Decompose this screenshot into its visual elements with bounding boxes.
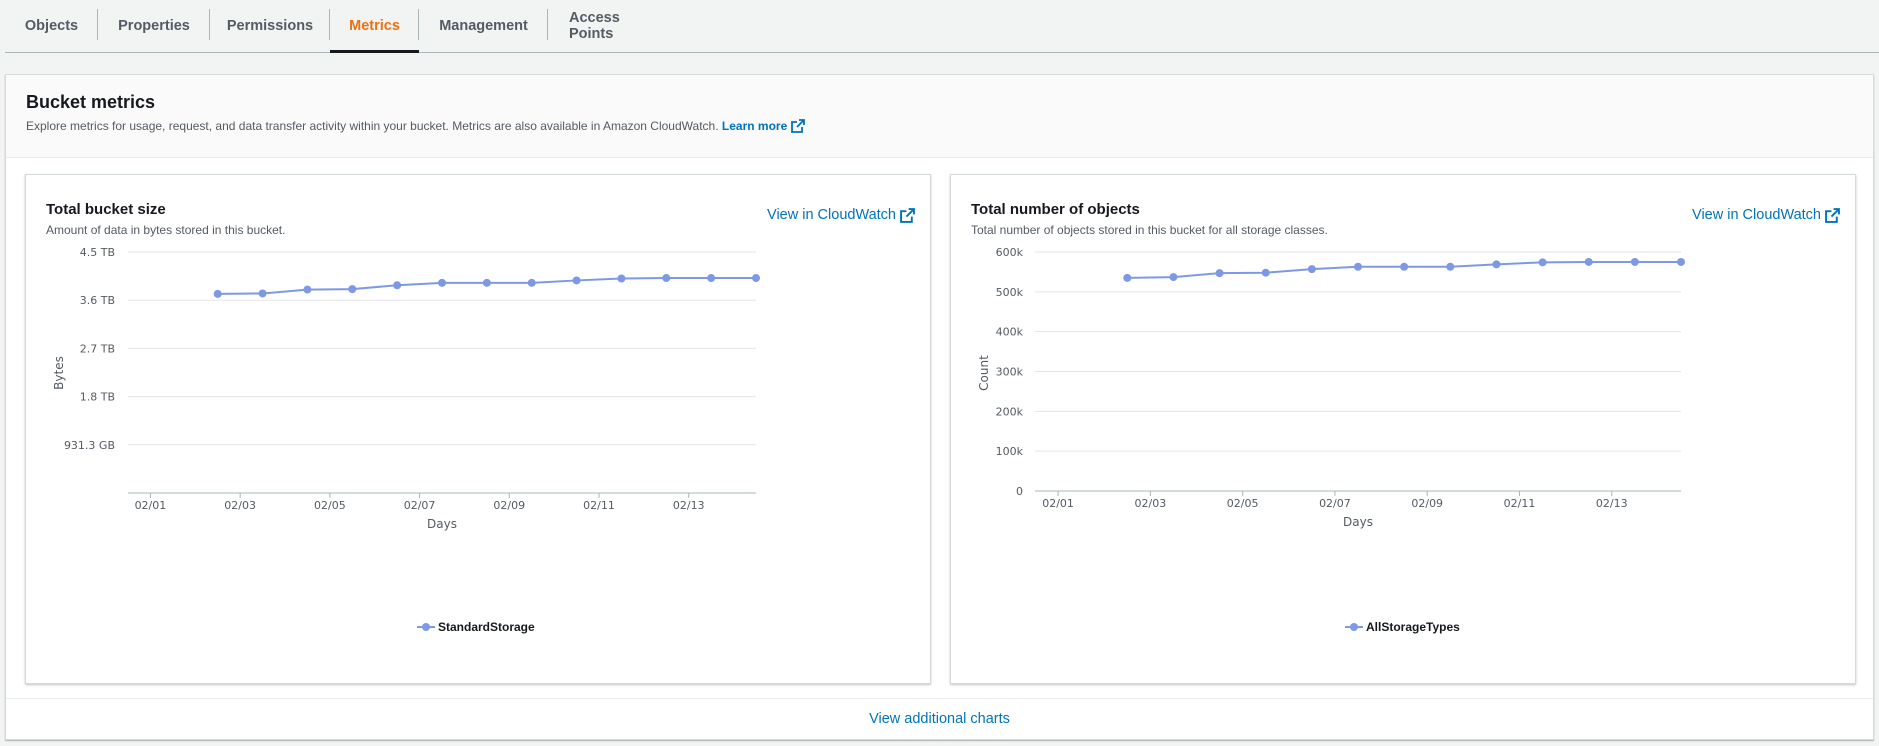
tab-metrics[interactable]: Metrics — [330, 0, 419, 53]
description-text: Explore metrics for usage, request, and … — [26, 119, 719, 133]
panel-title: Total number of objects — [971, 201, 1140, 218]
x-tick-label: 02/03 — [224, 499, 256, 512]
tab-label: Management — [439, 18, 528, 34]
x-tick-label: 02/09 — [1411, 497, 1443, 510]
page-title: Bucket metrics — [26, 92, 156, 112]
y-axis-title: Bytes — [52, 356, 66, 390]
data-point — [1400, 262, 1409, 271]
data-point — [258, 289, 267, 298]
link-label: View in CloudWatch — [767, 207, 896, 223]
y-tick-label: 2.7 TB — [80, 342, 115, 355]
data-point — [1169, 273, 1178, 282]
chart-panel-object-count: 0 100k 200k 300k 400k 500k 600k 02/01 02/03 02/05… — [950, 174, 1856, 684]
data-point — [348, 285, 357, 294]
x-tick-label: 02/09 — [493, 499, 525, 512]
data-point — [1446, 262, 1455, 271]
data-point — [1215, 269, 1224, 278]
object-count-chart: 0 100k 200k 300k 400k 500k 600k 02/01 02/03 02/05… — [977, 246, 1685, 529]
panel-description: Total number of objects stored in this b… — [971, 223, 1328, 237]
container-header: Bucket metrics Explore metrics for usage… — [6, 75, 1873, 158]
tab-bar: Objects Properties Permissions Metrics M… — [5, 0, 1879, 53]
data-point — [1307, 265, 1316, 274]
x-tick-label: 02/05 — [314, 499, 346, 512]
y-tick-label: 100k — [996, 445, 1024, 458]
tab-label: Properties — [118, 18, 190, 34]
page-description: Explore metrics for usage, request, and … — [26, 119, 806, 133]
y-tick-label: 931.3 GB — [64, 439, 115, 452]
tab-label: Permissions — [226, 18, 314, 34]
legend-label: AllStorageTypes — [1366, 620, 1460, 634]
tab-properties[interactable]: Properties — [98, 0, 210, 52]
view-in-cloudwatch-link[interactable]: View in CloudWatch — [767, 207, 915, 223]
data-point — [527, 278, 536, 287]
data-point — [393, 281, 402, 290]
y-tick-label: 300k — [996, 366, 1024, 379]
legend-label: StandardStorage — [438, 620, 535, 634]
legend-marker — [417, 622, 435, 632]
x-tick-label: 02/07 — [404, 499, 436, 512]
external-link-icon — [791, 119, 806, 133]
external-link-icon — [900, 207, 915, 223]
x-tick-label: 02/01 — [135, 499, 167, 512]
x-axis-title: Days — [1343, 515, 1373, 529]
tab-permissions[interactable]: Permissions — [210, 0, 330, 52]
y-tick-label: 0 — [1016, 485, 1023, 498]
chart-legend[interactable]: StandardStorage — [417, 620, 535, 634]
x-axis-title: Days — [427, 517, 457, 531]
y-tick-label: 4.5 TB — [80, 246, 115, 259]
panel-description: Amount of data in bytes stored in this b… — [46, 223, 286, 237]
tab-label: Objects — [24, 18, 79, 34]
data-point — [482, 278, 491, 287]
panel-title: Total bucket size — [46, 201, 166, 218]
tab-label: Access Points — [569, 10, 620, 42]
learn-more-link[interactable]: Learn more — [721, 119, 806, 133]
x-tick-label: 02/01 — [1042, 497, 1074, 510]
x-tick-label: 02/13 — [673, 499, 705, 512]
tab-access-points[interactable]: Access Points — [548, 0, 678, 52]
data-point — [1354, 262, 1362, 271]
bucket-size-chart: 931.3 GB 1.8 TB 2.7 TB 3.6 TB 4.5 TB 02/01 02/… — [52, 246, 760, 531]
legend-marker — [1345, 622, 1363, 632]
data-point — [1538, 258, 1547, 267]
y-tick-label: 3.6 TB — [80, 294, 115, 307]
x-tick-label: 02/05 — [1227, 497, 1259, 510]
data-point — [438, 278, 446, 287]
y-tick-label: 500k — [996, 286, 1024, 299]
x-tick-label: 02/11 — [583, 499, 615, 512]
tab-label: Metrics — [349, 18, 400, 34]
y-tick-label: 600k — [996, 246, 1024, 259]
y-tick-label: 1.8 TB — [80, 391, 115, 404]
x-tick-label: 02/11 — [1504, 497, 1536, 510]
data-point — [707, 274, 716, 283]
data-point — [1261, 268, 1270, 277]
x-tick-label: 02/03 — [1135, 497, 1167, 510]
view-in-cloudwatch-link[interactable]: View in CloudWatch — [1692, 207, 1840, 223]
tab-objects[interactable]: Objects — [5, 0, 98, 52]
external-link-icon — [1825, 207, 1840, 223]
chart-legend[interactable]: AllStorageTypes — [1345, 620, 1460, 634]
data-point — [1492, 260, 1501, 269]
data-point — [303, 285, 312, 294]
data-point — [752, 274, 760, 283]
bucket-metrics-container: Bucket metrics Explore metrics for usage… — [5, 74, 1874, 740]
container-footer: View additional charts — [6, 698, 1873, 739]
view-additional-charts-link[interactable]: View additional charts — [869, 711, 1010, 727]
data-point — [1630, 257, 1639, 266]
y-tick-label: 200k — [996, 405, 1024, 418]
data-point — [572, 276, 581, 285]
tab-management[interactable]: Management — [419, 0, 548, 52]
x-tick-label: 02/13 — [1596, 497, 1628, 510]
data-point — [662, 274, 671, 283]
y-tick-label: 400k — [996, 326, 1024, 339]
learn-more-label: Learn more — [721, 119, 788, 133]
data-point — [213, 289, 222, 298]
y-axis-title: Count — [977, 355, 991, 391]
data-point — [1123, 273, 1132, 282]
chart-panel-bucket-size: 931.3 GB 1.8 TB 2.7 TB 3.6 TB 4.5 TB 02/01 02/… — [25, 174, 931, 684]
x-tick-label: 02/07 — [1319, 497, 1351, 510]
link-label: View in CloudWatch — [1692, 207, 1821, 223]
data-point — [617, 274, 626, 283]
data-point — [1584, 257, 1593, 266]
data-point — [1677, 257, 1685, 266]
